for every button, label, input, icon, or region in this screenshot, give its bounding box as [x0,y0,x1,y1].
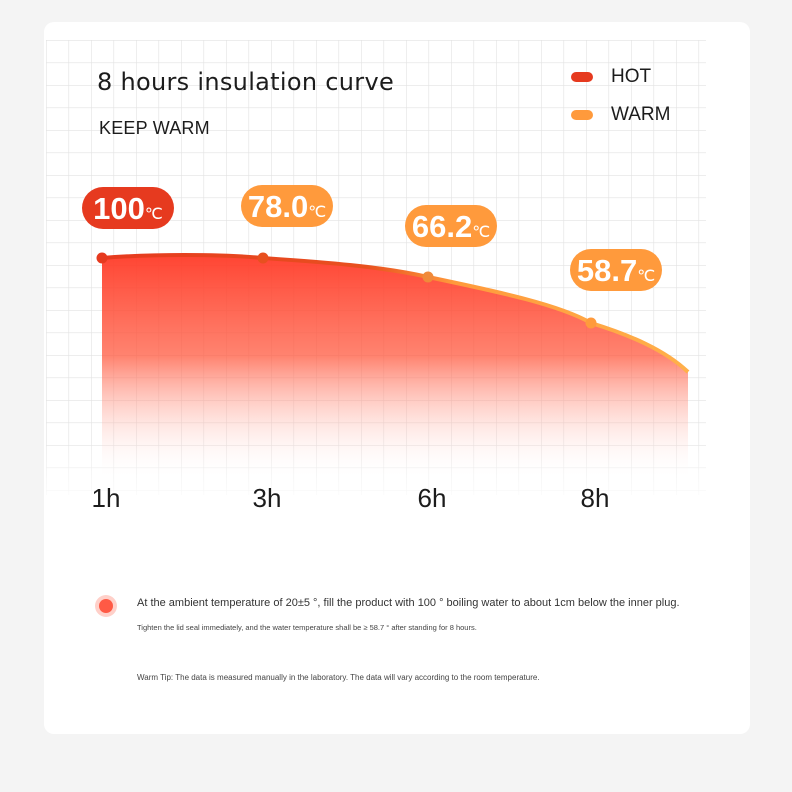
legend-item-warm: WARM [571,103,670,127]
data-point-6h [422,271,434,283]
x-tick-1h: 1h [92,483,121,513]
legend-label-hot: HOT [611,66,652,87]
legend-swatch-hot [571,72,593,82]
data-label-8h-pill [570,249,662,291]
area-fill [102,255,688,480]
note-bullet-icon [95,595,117,617]
data-label-3h: 78.0℃ [248,189,326,224]
note-tip: Warm Tip: The data is measured manually … [137,673,540,682]
data-point-1h [96,252,108,264]
x-tick-3h: 3h [253,483,282,513]
x-tick-6h: 6h [418,483,447,513]
note-sub: Tighten the lid seal immediately, and th… [137,623,477,632]
data-label-1h: 100℃ [93,191,163,226]
data-label-3h-pill [241,185,333,227]
data-label-1h-pill [82,187,174,229]
legend-label-warm: WARM [611,104,671,125]
legend-swatch-warm [571,110,593,120]
data-label-6h: 66.2℃ [412,209,490,244]
page-title: 8 hours insulation curve [97,68,395,96]
chart-subtitle: KEEP WARM [99,118,210,138]
x-tick-8h: 8h [581,483,610,513]
data-point-8h [585,317,597,329]
note-main: At the ambient temperature of 20±5 °, fi… [137,597,680,609]
legend-item-hot: HOT [571,65,651,89]
data-point-3h [257,252,269,264]
data-label-8h: 58.7℃ [577,253,655,288]
data-label-6h-pill [405,205,497,247]
